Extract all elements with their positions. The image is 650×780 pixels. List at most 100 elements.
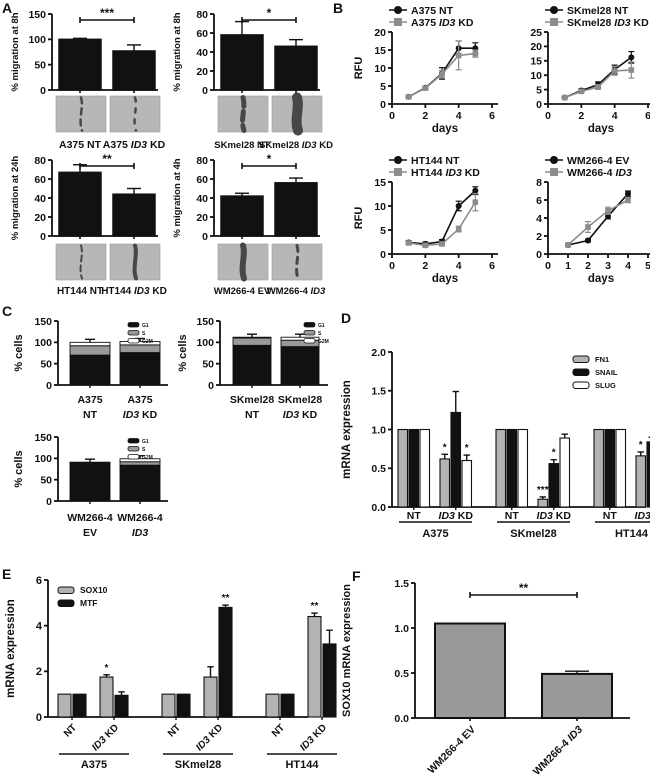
legend-label: G2M — [142, 455, 153, 461]
x-category-label: EV — [83, 527, 97, 539]
legend-label: SOX10 — [80, 585, 108, 595]
bar — [615, 428, 627, 508]
chart-sox10-mtf-mrna-expression: 0 2 4 6 mRNA expression NT * ID3 KD A375 NT ** ID3 … — [5, 575, 337, 771]
stack-segment — [232, 336, 272, 339]
y-tick-label: 60 — [34, 174, 46, 186]
legend-marker — [394, 156, 402, 164]
panel-f-label: F — [352, 568, 361, 584]
x-category-label: HT144 NT — [57, 286, 103, 297]
y-tick-label: 2 — [536, 231, 542, 243]
y-tick-label: 1.0 — [394, 623, 409, 635]
x-category-label: NT — [83, 409, 98, 421]
x-axis-label: days — [588, 273, 614, 285]
bar — [439, 458, 451, 508]
y-tick-label: 50 — [34, 59, 46, 71]
panel-b: B 0 5 10 15 20 0 2 4 6 days RFU A375 NT A375 ID3 KD … — [330, 0, 650, 302]
panel-e: E 0 2 4 6 mRNA expression NT * ID3 KD A375 NT ** ID… — [0, 545, 337, 780]
legend-label: G1 — [142, 323, 149, 329]
legend-swatch — [303, 322, 316, 328]
bar — [58, 38, 102, 91]
x-tick-label: 2 — [585, 260, 591, 272]
legend-label: G2M — [142, 339, 153, 345]
bar — [517, 428, 529, 508]
y-axis-label: SOX10 mRNA expression — [341, 584, 353, 717]
data-point — [455, 203, 462, 209]
y-tick-label: 0 — [536, 249, 542, 261]
bar — [112, 193, 156, 237]
bar — [220, 195, 264, 237]
data-point — [605, 208, 611, 214]
legend-swatch — [303, 330, 316, 336]
bar — [548, 463, 560, 508]
chart-cell-cycle-wm266-4: 0 50 100 150 % cells WM266-4 EV WM266-4 ID3 G1 S G2… — [13, 432, 168, 539]
chart-emt-mrna-expression: 0.0 0.5 1.0 1.5 2.0 mRNA expression NT * * ID3 KD… — [341, 347, 650, 540]
data-point — [628, 54, 635, 61]
y-tick-label: 80 — [34, 155, 46, 167]
x-condition-label: ID3 KD — [194, 722, 225, 753]
y-axis-label: RFU — [353, 57, 365, 80]
y-tick-label: 80 — [196, 155, 208, 167]
y-axis-label: % migration at 24h — [10, 156, 21, 241]
stack-segment — [69, 463, 111, 502]
bar — [559, 437, 571, 508]
y-tick-label: 0 — [202, 231, 208, 243]
stack-segment — [119, 352, 161, 386]
y-tick-label: 60 — [196, 28, 208, 40]
y-tick-label: 150 — [34, 316, 52, 328]
panel-c-label: C — [2, 303, 13, 319]
wound-scratch — [239, 242, 247, 282]
series-line — [564, 56, 632, 99]
y-tick-label: 4 — [36, 620, 43, 632]
stack-segment — [119, 458, 161, 463]
x-category-label: A375 — [77, 394, 102, 406]
x-condition-label: ID3 KD — [298, 722, 329, 753]
significance: * — [552, 448, 556, 459]
wound-scratch — [79, 96, 84, 132]
y-tick-label: 100 — [196, 337, 214, 349]
legend-label: FN1 — [595, 355, 609, 364]
significance: * — [267, 152, 272, 166]
x-category-label: WM266-4 — [117, 512, 163, 524]
y-axis-label: mRNA expression — [341, 380, 353, 479]
y-tick-label: 10 — [374, 63, 386, 75]
bar — [434, 622, 506, 719]
legend-label: G1 — [318, 323, 325, 329]
x-group-label: A375 — [81, 759, 107, 771]
legend-marker — [550, 168, 558, 176]
legend-label: A375 NT — [411, 5, 454, 17]
y-tick-label: 1.0 — [371, 424, 386, 436]
data-point — [472, 50, 479, 57]
bar — [408, 428, 420, 508]
significance: *** — [537, 485, 549, 496]
x-tick-label: 3 — [605, 260, 611, 272]
bar — [537, 498, 549, 508]
panel-d-label: D — [341, 310, 352, 326]
wound-scratch — [133, 96, 138, 132]
significance: ** — [311, 601, 319, 612]
x-category-label: WM266-4 ID3 — [531, 724, 585, 778]
bar — [495, 428, 507, 508]
y-tick-label: 15 — [374, 45, 386, 57]
legend-swatch — [127, 330, 140, 336]
x-tick-label: 6 — [489, 110, 495, 122]
bar — [593, 428, 605, 508]
y-tick-label: 4 — [536, 213, 542, 225]
x-tick-label: 0 — [389, 110, 395, 122]
x-category-label: WM266-4 EV — [214, 286, 271, 297]
bar — [220, 34, 264, 91]
legend-swatch — [127, 446, 140, 452]
y-axis-label: % cells — [13, 334, 25, 371]
legend-marker — [394, 18, 402, 26]
x-group-label: A375 — [422, 528, 448, 540]
y-tick-label: 0.5 — [371, 463, 386, 475]
x-condition-label: NT — [407, 510, 422, 522]
stack-segment — [119, 464, 161, 502]
legend-swatch — [127, 322, 140, 328]
legend-label: S — [142, 331, 146, 337]
legend-label: SKmel28 NT — [567, 5, 629, 17]
y-tick-label: 0 — [202, 85, 208, 97]
legend-label: HT144 NT — [411, 155, 460, 167]
stack-segment — [69, 461, 111, 464]
x-category-label: SKmel28 — [278, 394, 323, 406]
